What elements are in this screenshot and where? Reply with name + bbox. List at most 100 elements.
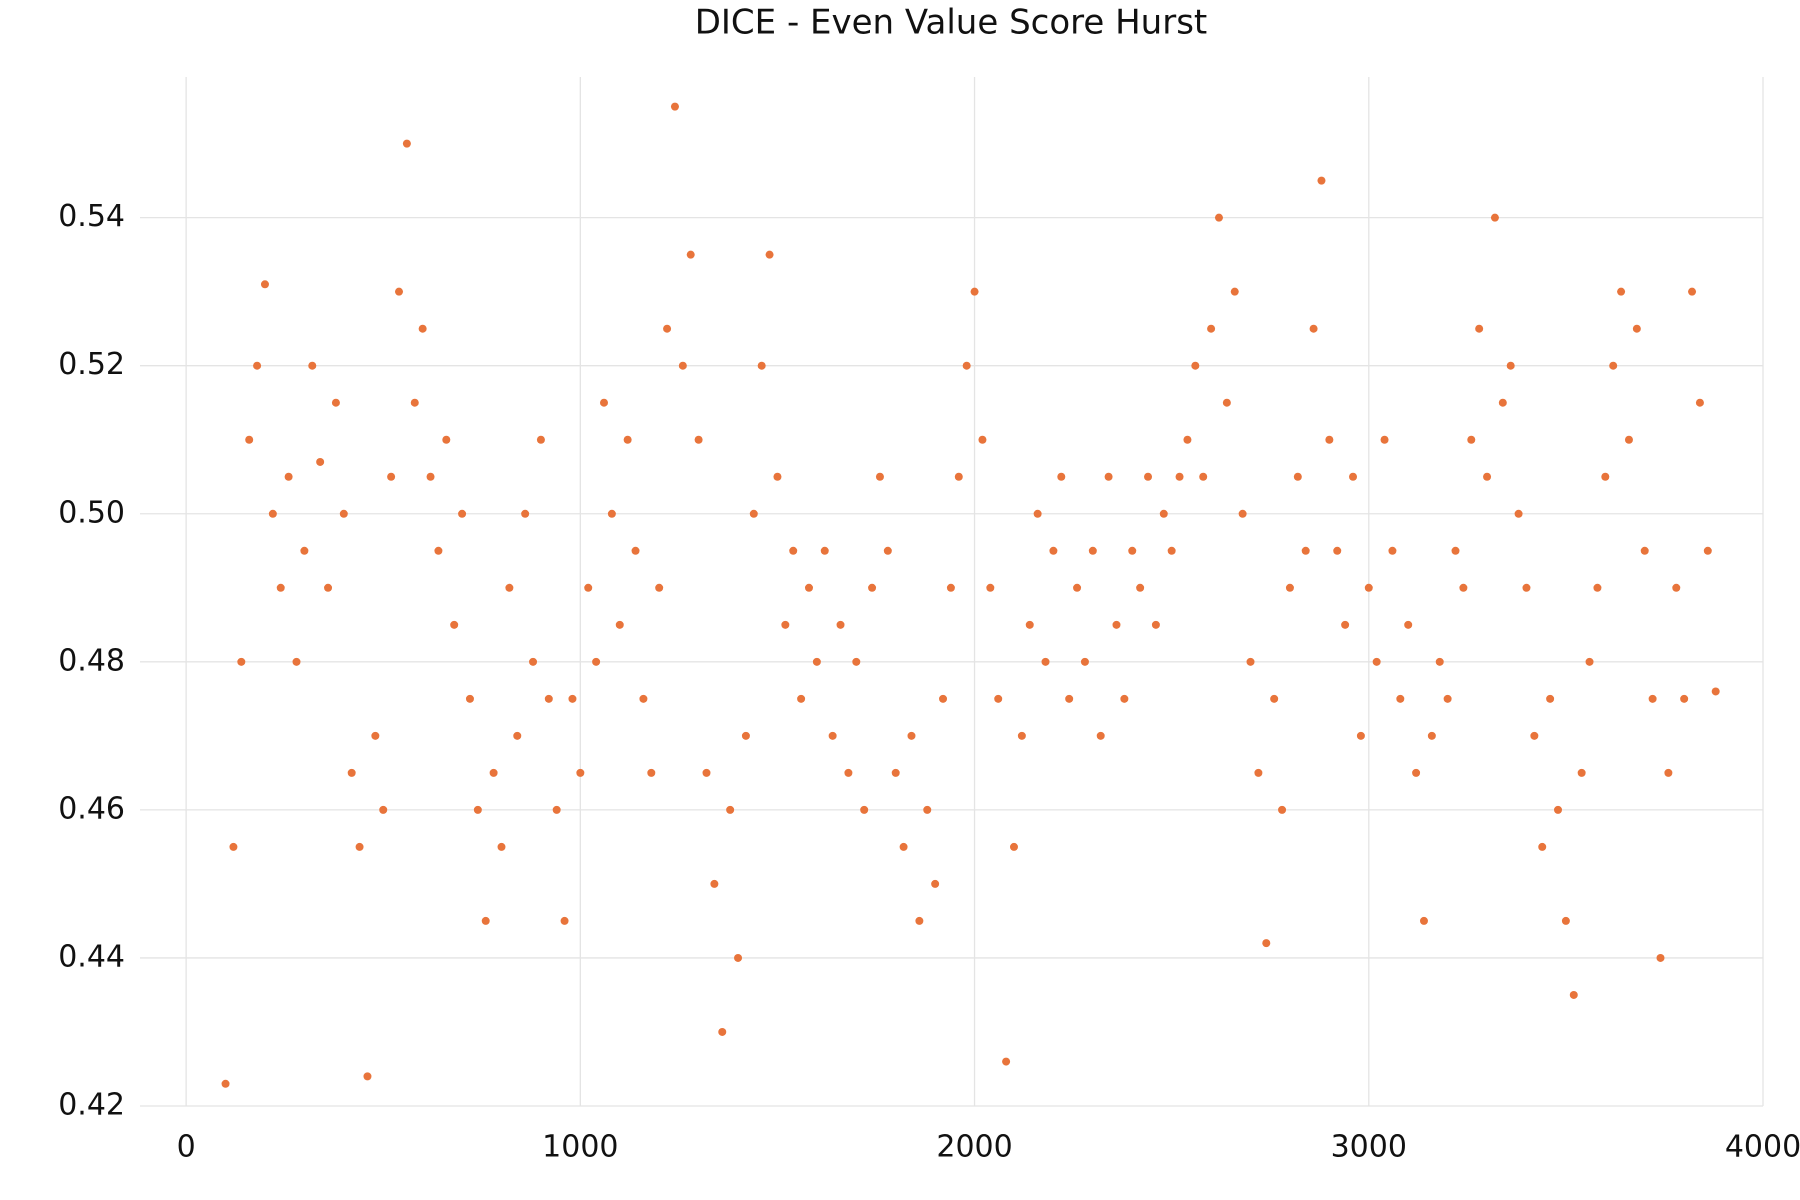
point bbox=[907, 731, 916, 740]
point bbox=[308, 361, 317, 370]
point bbox=[1483, 472, 1492, 481]
point bbox=[623, 435, 632, 444]
point bbox=[1207, 324, 1216, 333]
point bbox=[1419, 916, 1428, 925]
point bbox=[1144, 472, 1153, 481]
point bbox=[797, 694, 806, 703]
point bbox=[1104, 472, 1113, 481]
point bbox=[1577, 768, 1586, 777]
point bbox=[868, 583, 877, 592]
point bbox=[458, 509, 467, 518]
point bbox=[1648, 694, 1657, 703]
point bbox=[284, 472, 293, 481]
point bbox=[300, 546, 309, 555]
point bbox=[1506, 361, 1515, 370]
point bbox=[505, 583, 514, 592]
point bbox=[339, 509, 348, 518]
point bbox=[647, 768, 656, 777]
point bbox=[670, 102, 679, 111]
point bbox=[1246, 657, 1255, 666]
point bbox=[1191, 361, 1200, 370]
point bbox=[1151, 620, 1160, 629]
point bbox=[994, 694, 1003, 703]
point bbox=[939, 694, 948, 703]
point bbox=[1293, 472, 1302, 481]
point bbox=[489, 768, 498, 777]
point bbox=[316, 457, 325, 466]
point bbox=[410, 398, 419, 407]
point bbox=[1033, 509, 1042, 518]
point bbox=[1475, 324, 1484, 333]
point bbox=[481, 916, 490, 925]
point bbox=[678, 361, 687, 370]
point bbox=[260, 280, 269, 289]
point bbox=[1009, 842, 1018, 851]
y-tick-label: 0.42 bbox=[58, 1088, 125, 1123]
point bbox=[757, 361, 766, 370]
y-tick-label: 0.44 bbox=[58, 939, 125, 974]
point bbox=[970, 287, 979, 296]
point bbox=[765, 250, 774, 259]
point bbox=[899, 842, 908, 851]
point bbox=[1530, 731, 1539, 740]
point bbox=[923, 805, 932, 814]
point bbox=[1364, 583, 1373, 592]
point bbox=[1301, 546, 1310, 555]
point bbox=[1002, 1057, 1011, 1066]
point bbox=[276, 583, 285, 592]
point bbox=[734, 953, 743, 962]
point bbox=[418, 324, 427, 333]
point bbox=[1073, 583, 1082, 592]
point bbox=[1183, 435, 1192, 444]
point bbox=[434, 546, 443, 555]
x-tick-label: 0 bbox=[177, 1130, 196, 1165]
point bbox=[347, 768, 356, 777]
point bbox=[1096, 731, 1105, 740]
point bbox=[860, 805, 869, 814]
point bbox=[781, 620, 790, 629]
point bbox=[718, 1027, 727, 1036]
y-tick-label: 0.46 bbox=[58, 791, 125, 826]
point bbox=[1514, 509, 1523, 518]
point bbox=[1617, 287, 1626, 296]
point bbox=[820, 546, 829, 555]
point bbox=[1349, 472, 1358, 481]
point bbox=[1041, 657, 1050, 666]
point bbox=[1270, 694, 1279, 703]
point bbox=[631, 546, 640, 555]
point bbox=[883, 546, 892, 555]
point bbox=[442, 435, 451, 444]
point bbox=[615, 620, 624, 629]
point bbox=[1325, 435, 1334, 444]
point bbox=[663, 324, 672, 333]
point bbox=[828, 731, 837, 740]
point bbox=[773, 472, 782, 481]
point bbox=[1065, 694, 1074, 703]
point bbox=[402, 139, 411, 148]
point bbox=[1380, 435, 1389, 444]
point bbox=[1656, 953, 1665, 962]
point bbox=[576, 768, 585, 777]
point bbox=[1490, 213, 1499, 222]
point bbox=[710, 879, 719, 888]
point bbox=[655, 583, 664, 592]
point bbox=[237, 657, 246, 666]
point bbox=[702, 768, 711, 777]
point bbox=[962, 361, 971, 370]
point bbox=[1049, 546, 1058, 555]
point bbox=[426, 472, 435, 481]
point bbox=[1128, 546, 1137, 555]
point bbox=[915, 916, 924, 925]
point bbox=[1427, 731, 1436, 740]
point bbox=[978, 435, 987, 444]
point bbox=[355, 842, 364, 851]
point bbox=[536, 435, 545, 444]
point bbox=[229, 842, 238, 851]
point bbox=[1159, 509, 1168, 518]
point bbox=[473, 805, 482, 814]
point bbox=[1522, 583, 1531, 592]
point bbox=[584, 583, 593, 592]
point bbox=[1285, 583, 1294, 592]
point bbox=[1554, 805, 1563, 814]
point bbox=[1680, 694, 1689, 703]
